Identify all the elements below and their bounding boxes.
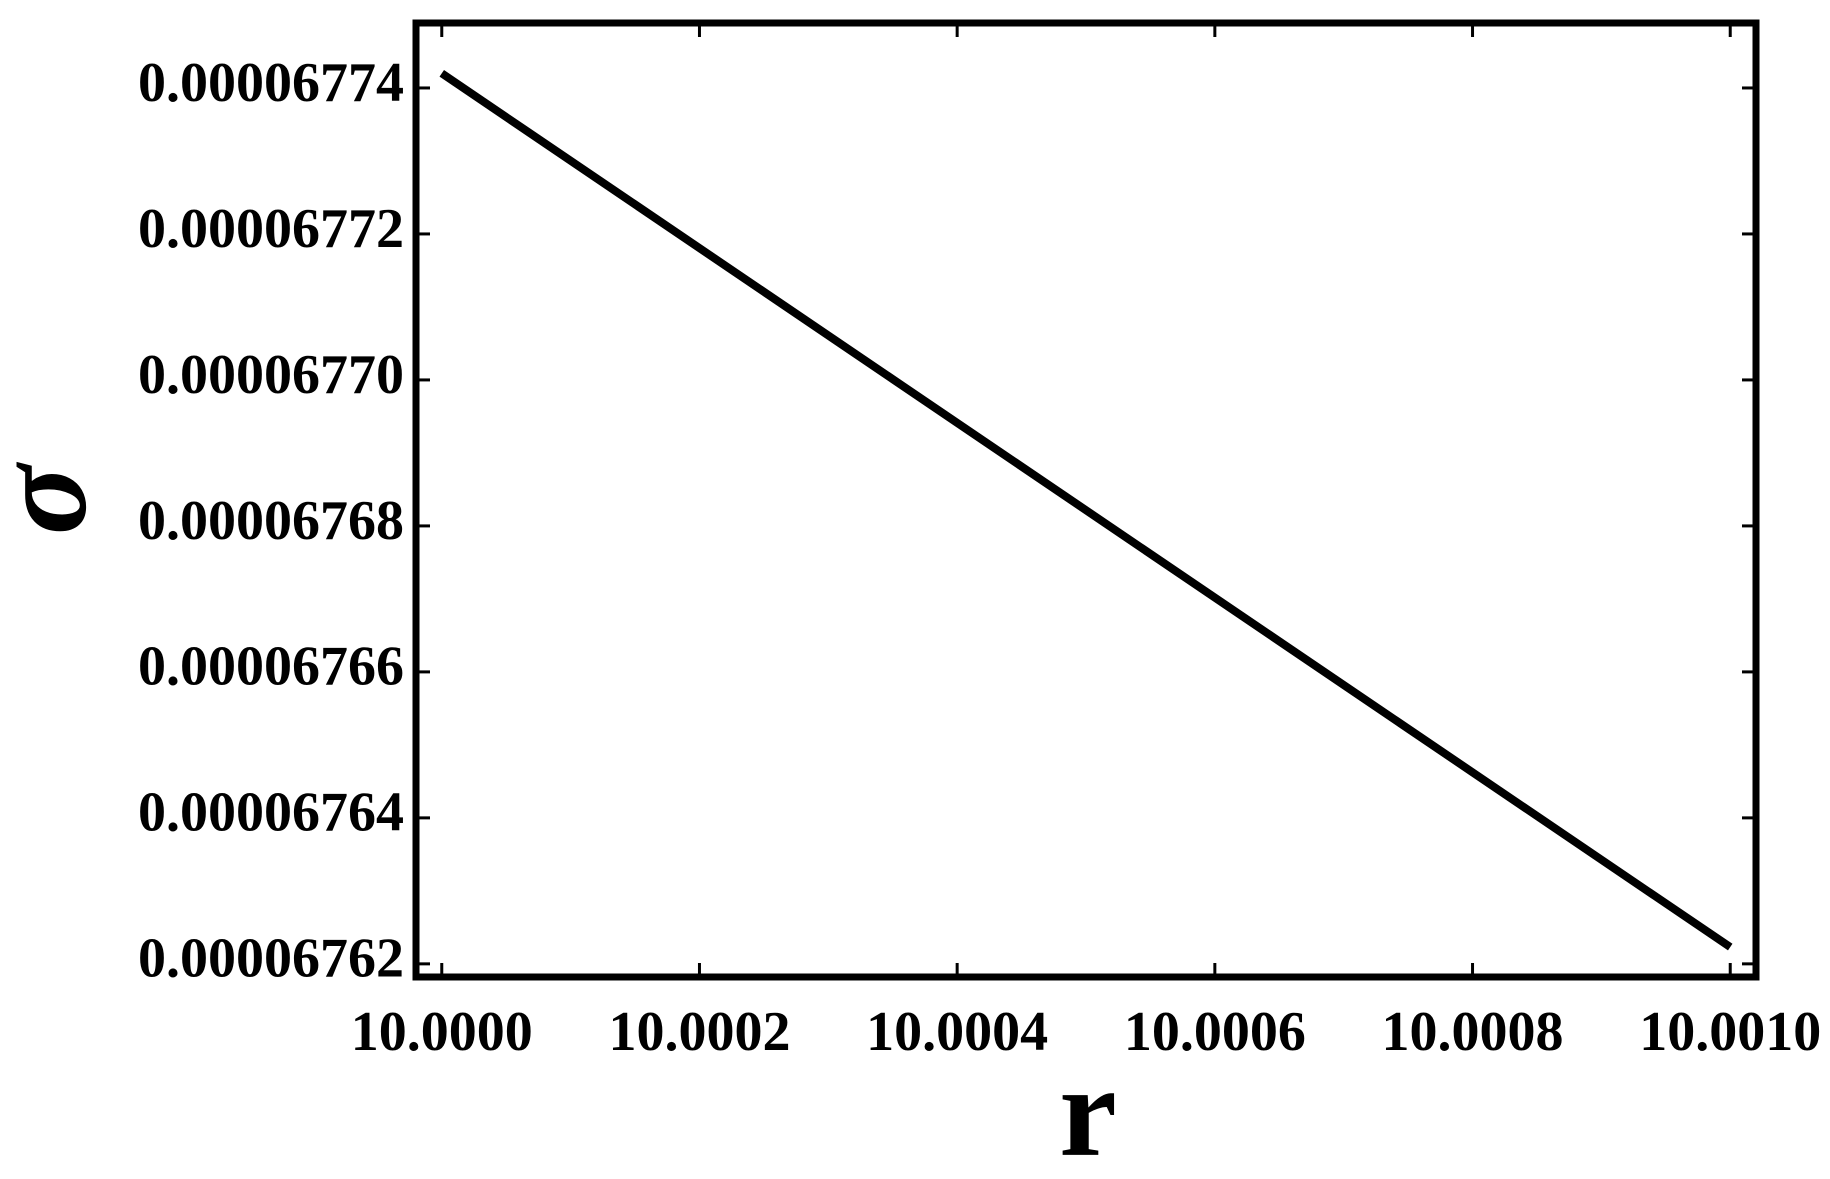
x-axis-label: r	[1059, 1040, 1117, 1179]
y-tick-label: 0.00006766	[138, 636, 404, 698]
x-tick-label: 10.0006	[1124, 1001, 1306, 1063]
y-tick-label: 0.00006762	[138, 928, 404, 990]
y-axis-label: σ	[0, 461, 114, 535]
y-tick-label: 0.00006768	[138, 490, 404, 552]
y-tick-label: 0.00006772	[138, 198, 404, 260]
y-tick-label: 0.00006770	[138, 344, 404, 406]
y-tick-label: 0.00006764	[138, 782, 404, 844]
x-tick-label: 10.0008	[1382, 1001, 1564, 1063]
data-line	[439, 70, 1733, 951]
plot-frame	[412, 19, 1760, 981]
x-tick-label: 10.0002	[608, 1001, 790, 1063]
x-tick-label: 10.0000	[351, 1001, 533, 1063]
x-tick-label: 10.0010	[1639, 1001, 1821, 1063]
y-tick-label: 0.00006774	[138, 52, 404, 114]
x-tick-label: 10.0004	[866, 1001, 1048, 1063]
